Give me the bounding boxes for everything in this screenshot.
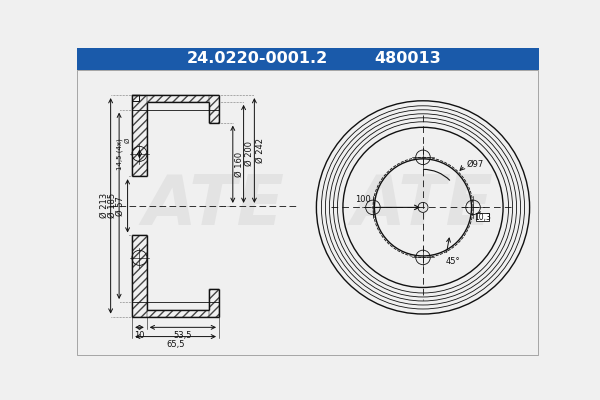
Text: Ø 200: Ø 200 [245, 141, 254, 166]
Bar [132, 95, 147, 176]
Text: 53,5: 53,5 [173, 331, 192, 340]
Text: Ø 57: Ø 57 [116, 196, 125, 216]
Bar [147, 310, 209, 316]
Text: 24.0220-0001.2: 24.0220-0001.2 [187, 51, 328, 66]
Text: Ø 185: Ø 185 [108, 193, 117, 218]
Text: Ø 160: Ø 160 [235, 152, 244, 177]
FancyBboxPatch shape [476, 213, 489, 221]
Text: 14,5 (4x)
Ø: 14,5 (4x) Ø [117, 138, 130, 170]
Text: 10,3: 10,3 [474, 212, 491, 222]
Text: 100: 100 [355, 195, 371, 204]
Text: Ø 242: Ø 242 [256, 138, 265, 163]
Bar [209, 289, 219, 316]
Text: 65,5: 65,5 [166, 340, 185, 350]
Bar [209, 95, 219, 123]
Text: 45°: 45° [446, 258, 461, 266]
Text: Ø97: Ø97 [467, 160, 484, 169]
Bar [77, 48, 539, 70]
Text: ATE: ATE [143, 172, 284, 239]
Bar [132, 236, 147, 316]
Bar [147, 95, 209, 102]
Text: Ø 213: Ø 213 [100, 193, 109, 218]
Text: ATE: ATE [352, 172, 494, 239]
Text: 480013: 480013 [374, 51, 441, 66]
Text: 10: 10 [134, 331, 145, 340]
